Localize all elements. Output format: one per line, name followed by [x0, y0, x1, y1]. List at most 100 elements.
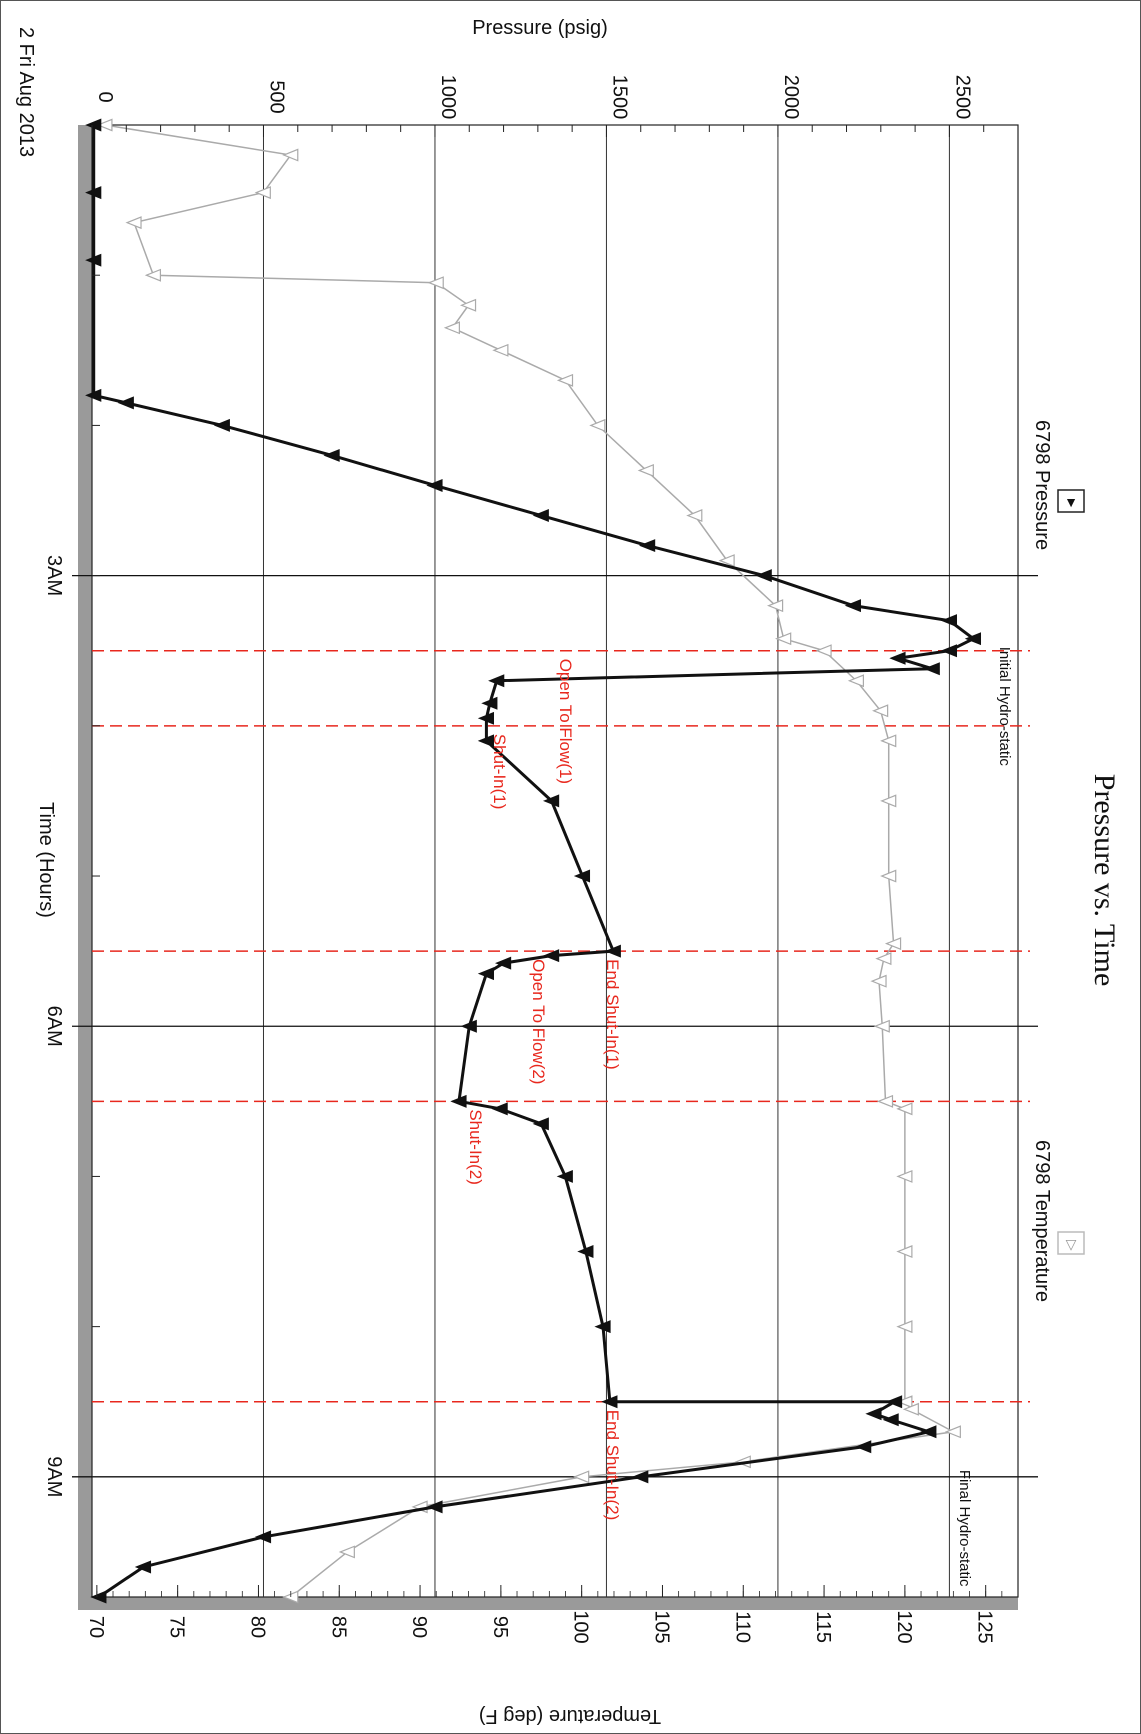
- pressure-series-point: [494, 956, 512, 970]
- temperature-series-point: [880, 794, 897, 808]
- temperature-series-point: [589, 418, 606, 432]
- temperature-series-point: [896, 1245, 913, 1259]
- pressure-tick-label: 1500: [608, 75, 630, 120]
- pressure-series-point: [889, 651, 906, 665]
- annotation-label: Shut-In(2): [466, 1109, 485, 1185]
- temperature-series-point: [875, 952, 892, 966]
- temperature-series-point: [125, 216, 142, 230]
- temperature-series-point: [686, 509, 703, 523]
- pressure-series-point: [940, 614, 958, 628]
- pressure-series-point: [254, 1530, 272, 1544]
- temperature-series-point: [573, 1470, 590, 1484]
- pressure-series-point: [542, 949, 560, 963]
- pressure-series-point: [426, 1500, 443, 1514]
- pressure-series-point: [85, 118, 102, 132]
- pressure-series-point: [532, 509, 549, 523]
- temperature-tick-label: 115: [812, 1611, 834, 1643]
- pressure-series-point: [90, 1590, 107, 1604]
- pressure-series-point: [855, 1440, 872, 1454]
- pressure-series-point: [865, 1407, 882, 1421]
- legend-pressure[interactable]: ▼ 6798 Pressure: [1031, 420, 1085, 550]
- pressure-series-point: [594, 1320, 611, 1334]
- pressure-series-point: [323, 448, 340, 462]
- temperature-series-point: [873, 1019, 890, 1033]
- temperature-series-point: [896, 1102, 913, 1116]
- legend-pressure-box[interactable]: [1057, 489, 1085, 513]
- pressure-series-point: [632, 1470, 649, 1484]
- pressure-series-point: [542, 794, 560, 808]
- pressure-tick-label: 1000: [437, 75, 459, 120]
- pressure-series-point: [491, 1102, 508, 1116]
- temperature-series-point: [637, 463, 654, 477]
- pressure-series-point: [885, 1395, 903, 1409]
- pressure-series-point: [85, 186, 102, 200]
- pressure-series-point: [940, 644, 958, 658]
- temperature-tick-label: 95: [489, 1616, 511, 1638]
- temperature-series-point: [775, 632, 792, 646]
- series: [85, 118, 982, 1604]
- temperature-series-point: [427, 276, 444, 290]
- temperature-series-point: [443, 321, 460, 335]
- temperature-series-point: [847, 674, 864, 688]
- temperature-series-point: [815, 644, 832, 658]
- pressure-tick-label: 0: [94, 91, 116, 102]
- date-label: 2 Fri Aug 2013: [15, 27, 37, 157]
- pressure-series-point: [964, 632, 982, 646]
- legend-temperature-box[interactable]: [1057, 1231, 1085, 1255]
- temperature-tick-label: 90: [408, 1616, 430, 1638]
- pressure-axis-label: Pressure (psig): [472, 17, 608, 39]
- temperature-tick-label: 70: [85, 1616, 107, 1638]
- pressure-tick-label: 2500: [951, 75, 973, 120]
- legend-temperature[interactable]: ▽ 6798 Temperature: [1031, 1140, 1085, 1302]
- pressure-series-point: [481, 696, 498, 710]
- temperature-tick-label: 75: [166, 1616, 188, 1638]
- temperature-tick-label: 80: [246, 1616, 268, 1638]
- time-tick-label: 6AM: [43, 1006, 65, 1047]
- temperature-series-point: [944, 1425, 961, 1439]
- temperature-series-point: [282, 148, 299, 162]
- pressure-series-point: [920, 1425, 937, 1439]
- annotation-label: Initial Hydro-static: [996, 647, 1013, 767]
- pressure-series-point: [844, 599, 861, 613]
- pressure-series-point: [477, 967, 495, 981]
- legend-temperature-marker: ▽: [1066, 1236, 1077, 1252]
- temperature-series-point: [876, 1094, 894, 1108]
- pressure-series-point: [638, 539, 656, 553]
- temperature-series-point: [718, 554, 735, 568]
- pressure-series-point: [577, 1245, 594, 1259]
- pressure-series-point: [477, 711, 495, 725]
- temperature-tick-label: 85: [327, 1616, 349, 1638]
- legend-pressure-label: 6798 Pressure: [1031, 420, 1053, 550]
- temperature-series-point: [870, 974, 887, 988]
- pressure-series-point: [923, 662, 940, 676]
- pressure-tick-label: 2000: [780, 75, 802, 120]
- temperature-series-point: [254, 186, 271, 200]
- pressure-series-point: [117, 396, 134, 410]
- temperature-series-point: [872, 704, 889, 718]
- pressure-series-point: [573, 869, 591, 883]
- legend-pressure-marker: ▼: [1064, 494, 1078, 510]
- pressure-series-point: [882, 1413, 899, 1427]
- chart-title: Pressure vs. Time: [1088, 774, 1121, 987]
- pressure-series-point: [85, 253, 102, 267]
- temperature-series-point: [556, 373, 574, 387]
- temperature-tick-label: 120: [893, 1610, 915, 1643]
- pressure-series-point: [532, 1117, 549, 1131]
- pressure-series-point: [426, 479, 443, 492]
- ticks: 0 500 1000 1500 2000 2500 3AM 6AM 9AM 70 75 80 85 90 9…: [43, 75, 1003, 1644]
- annotation-label: End Shut-In(2): [603, 1410, 622, 1521]
- temperature-series-point: [96, 118, 113, 132]
- annotation-label: Shut-In(1): [490, 734, 509, 810]
- temperature-series-point: [338, 1545, 355, 1559]
- temperature-series-point: [884, 937, 902, 951]
- temperature-tick-label: 105: [650, 1610, 672, 1643]
- annotation-label: Open To Flow(1): [556, 659, 575, 784]
- pressure-series-point: [477, 734, 495, 748]
- pressure-series-point: [450, 1094, 467, 1108]
- pressure-series-point: [604, 944, 621, 958]
- temperature-series-point: [902, 1402, 919, 1416]
- annotations: Initial Hydro-static Open To Flow(1) Shut-…: [466, 647, 1013, 1587]
- temperature-series-point: [766, 599, 784, 613]
- temperature-axis-label: Temperature (deg F): [479, 1705, 661, 1727]
